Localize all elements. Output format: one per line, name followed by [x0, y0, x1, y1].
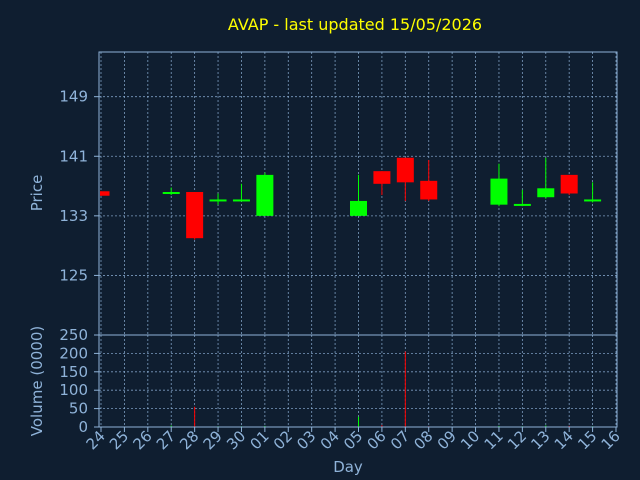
candle-body — [100, 191, 110, 196]
day-axis-ticks: 2425262728293001020304050607080910111213… — [83, 427, 624, 453]
candle-body — [584, 199, 602, 202]
price-axis-label: Price — [28, 175, 46, 212]
candle-body — [513, 203, 531, 206]
volume-tick-label: 0 — [78, 418, 88, 436]
price-tick-label: 133 — [59, 207, 88, 225]
volume-bars — [170, 351, 594, 427]
volume-gridlines — [99, 334, 617, 428]
price-axis-ticks: 125 133 141 149 — [59, 88, 99, 284]
volume-tick-label: 250 — [59, 326, 88, 344]
candle-body — [420, 180, 438, 200]
candle-body — [232, 199, 250, 202]
price-tick-label: 141 — [59, 147, 88, 165]
volume-tick-label: 200 — [59, 344, 88, 362]
candle-body — [162, 192, 180, 195]
candle-body — [396, 157, 414, 183]
candle-body — [373, 171, 391, 184]
candle-body — [537, 188, 555, 198]
volume-tick-label: 50 — [69, 400, 88, 418]
candle-body — [490, 178, 508, 205]
volume-tick-label: 150 — [59, 363, 88, 381]
volume-axis-label: Volume (0000) — [28, 326, 46, 436]
day-axis-label: Day — [333, 458, 363, 476]
volume-tick-label: 100 — [59, 381, 88, 399]
candle-body — [186, 192, 204, 239]
candle-body — [209, 199, 227, 202]
price-candles — [100, 157, 602, 240]
price-tick-label: 149 — [59, 88, 88, 106]
candle-body — [560, 174, 578, 194]
candle-body — [350, 200, 367, 216]
candle-body — [256, 174, 274, 216]
chart-title: AVAP - last updated 15/05/2026 — [228, 15, 482, 34]
price-tick-label: 125 — [59, 266, 88, 284]
